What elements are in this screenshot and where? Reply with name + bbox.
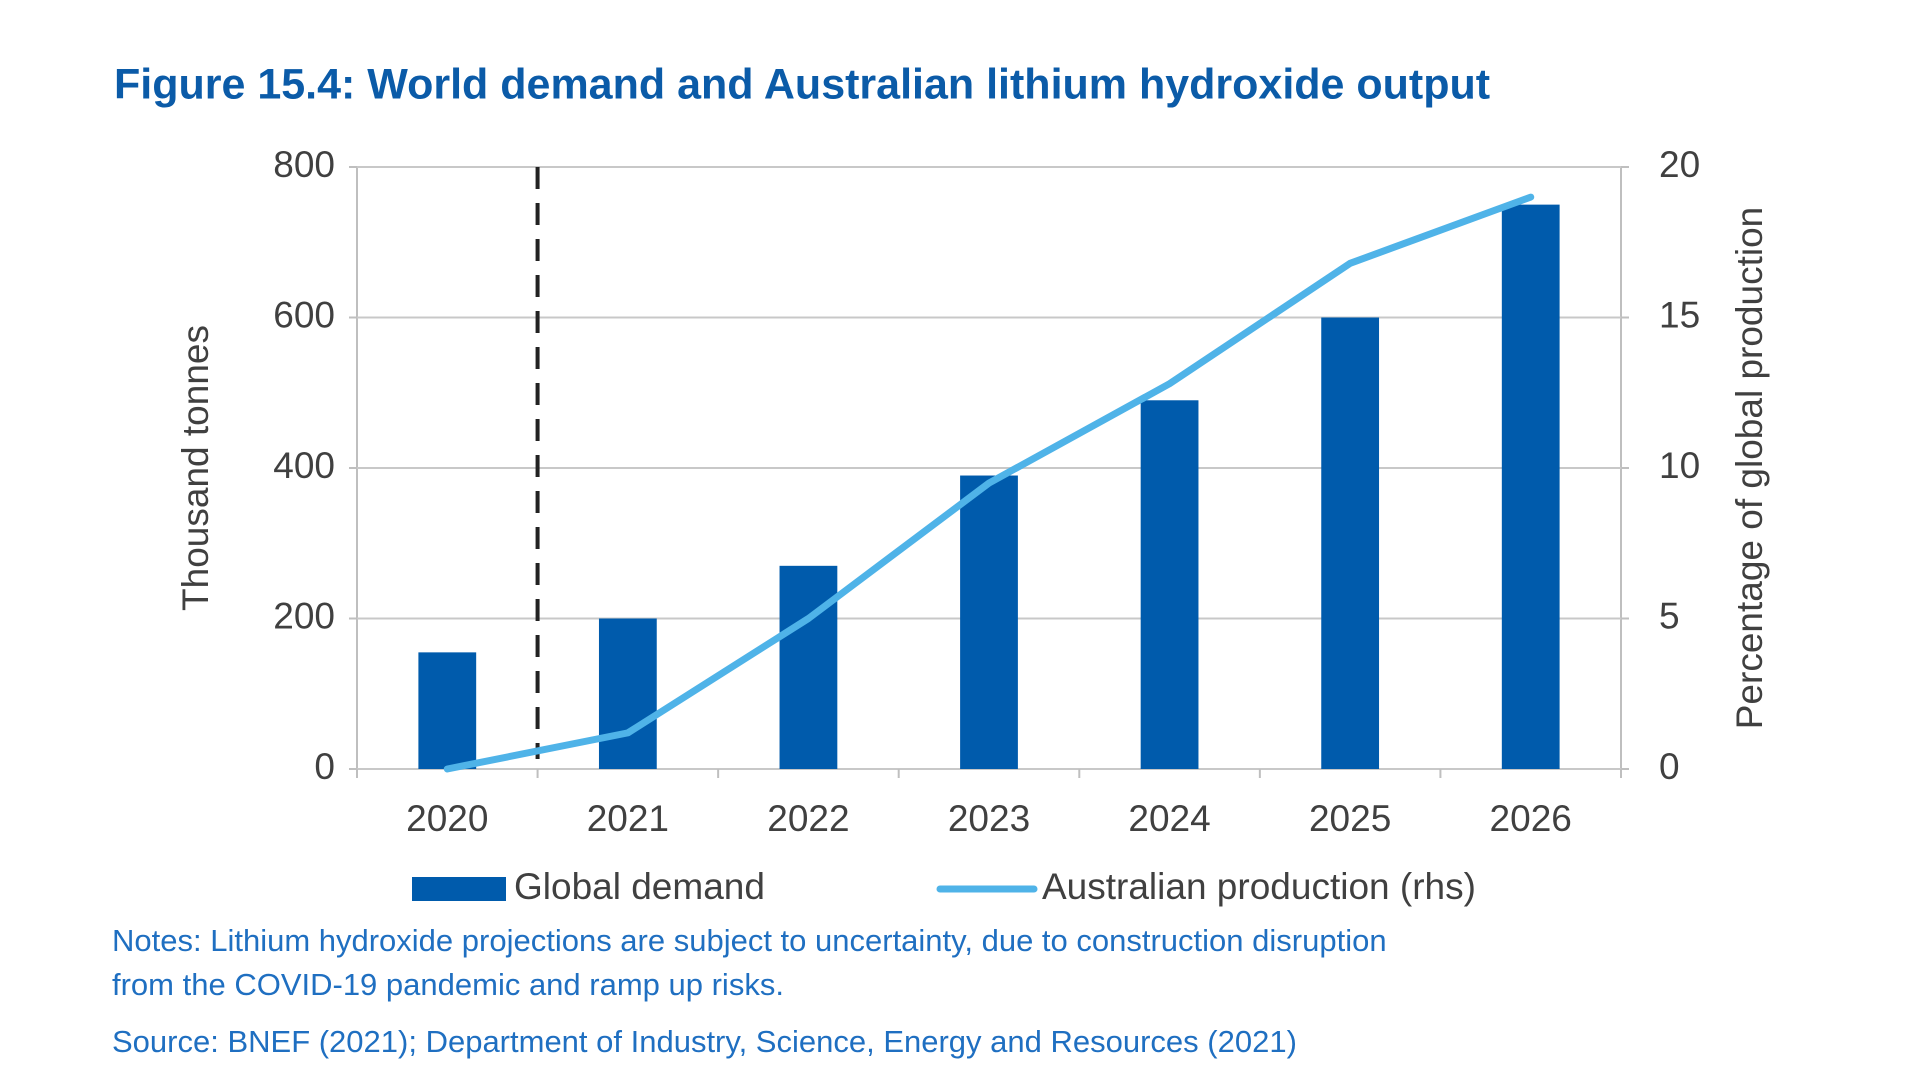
y-tick-label: 200: [273, 595, 335, 636]
bar: [960, 475, 1018, 769]
chart-title: Figure 15.4: World demand and Australian…: [114, 60, 1490, 108]
bar: [1501, 204, 1560, 769]
x-tick-label: 2024: [1128, 798, 1210, 839]
y2-tick-label: 20: [1659, 144, 1700, 185]
bar: [1140, 400, 1199, 769]
y2-tick-label: 15: [1659, 294, 1700, 335]
legend-swatch: [412, 877, 506, 901]
bar: [779, 565, 838, 769]
y2-tick-label: 10: [1659, 445, 1700, 486]
source: Source: BNEF (2021); Department of Indus…: [112, 1024, 1297, 1059]
x-tick-label: 2023: [948, 798, 1030, 839]
line: [443, 193, 1535, 773]
y2-tick-label: 5: [1659, 595, 1680, 636]
x-tick-label: 2026: [1490, 798, 1572, 839]
x-tick-label: 2020: [406, 798, 488, 839]
notes-line: Notes: Lithium hydroxide projections are…: [112, 923, 1387, 958]
x-tick-label: 2022: [767, 798, 849, 839]
bar: [598, 618, 657, 769]
y-tick-label: 800: [273, 144, 335, 185]
notes-line: from the COVID-19 pandemic and ramp up r…: [112, 967, 784, 1002]
x-tick-label: 2025: [1309, 798, 1391, 839]
bar: [1321, 317, 1380, 769]
y-tick-label: 0: [314, 746, 335, 787]
y-tick-label: 400: [273, 445, 335, 486]
legend-label: Australian production (rhs): [1042, 866, 1476, 907]
y2-tick-label: 0: [1659, 746, 1680, 787]
x-tick-label: 2021: [587, 798, 669, 839]
legend-label: Global demand: [514, 866, 765, 907]
bar: [418, 652, 477, 769]
y2-axis-label: Percentage of global production: [1729, 207, 1770, 729]
y-tick-label: 600: [273, 294, 335, 335]
y-axis-label: Thousand tonnes: [175, 325, 216, 611]
